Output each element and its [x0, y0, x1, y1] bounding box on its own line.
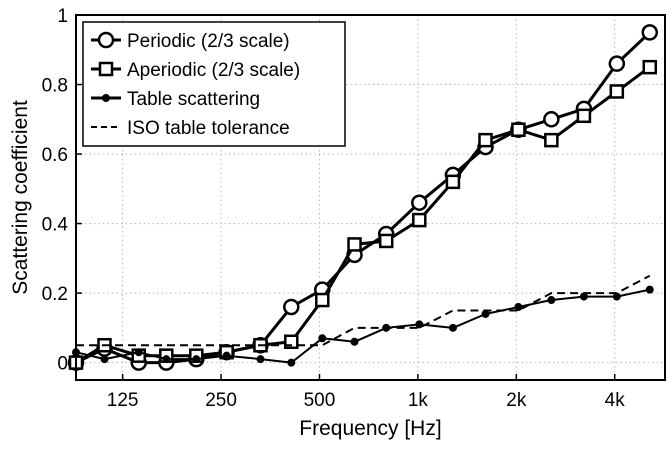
data-point	[478, 132, 493, 148]
data-point	[445, 174, 461, 190]
legend-item: Table scattering	[91, 89, 260, 110]
plot-frame	[75, 14, 666, 381]
data-point	[378, 233, 394, 249]
data-point	[448, 323, 457, 332]
legend-label: Periodic (2/3 scale)	[127, 31, 290, 52]
data-point	[162, 355, 171, 364]
data-point	[511, 122, 526, 137]
y-tick-label: 0.6	[42, 145, 68, 166]
data-point	[641, 24, 659, 41]
legend-marker	[97, 31, 115, 49]
data-point	[576, 108, 592, 124]
y-tick-label: 0.2	[42, 284, 68, 305]
data-point	[283, 298, 300, 316]
x-tick-label: 4k	[605, 390, 626, 411]
data-point	[608, 55, 626, 72]
series-line	[76, 274, 651, 347]
series-group	[67, 24, 659, 371]
x-tick-label: 500	[304, 390, 336, 411]
series-table-scattering	[72, 285, 654, 367]
legend-item: Periodic (2/3 scale)	[91, 31, 290, 52]
legend-item: Aperiodic (2/3 scale)	[91, 60, 300, 81]
data-point	[543, 111, 560, 128]
legend-item: ISO table tolerance	[91, 118, 290, 139]
y-tick-label: 0.8	[42, 76, 68, 97]
data-point	[350, 337, 359, 346]
data-point	[411, 194, 428, 211]
legend: Periodic (2/3 scale) Aperiodic (2/3 scale…	[82, 21, 346, 147]
data-point	[412, 212, 427, 228]
data-point	[347, 237, 362, 252]
data-point	[134, 348, 143, 357]
data-point	[415, 320, 424, 329]
y-tick-label: 0.4	[42, 215, 69, 236]
data-point	[100, 355, 109, 364]
data-point	[481, 309, 490, 318]
data-point	[547, 296, 556, 305]
x-tick-label: 125	[107, 390, 139, 411]
x-tick-label: 250	[205, 390, 237, 411]
data-point	[612, 292, 621, 301]
legend-marker	[98, 61, 114, 77]
y-tick-labels: 0 0.2 0.4 0.6 0.8 1	[42, 6, 69, 375]
legend-marker	[102, 94, 110, 102]
data-point	[609, 84, 625, 99]
y-tick-label: 0	[57, 354, 68, 375]
series-iso-table-tolerance	[76, 274, 651, 347]
x-tick-label: 1k	[408, 390, 429, 411]
data-point	[579, 292, 588, 301]
x-tick-label: 2k	[506, 390, 527, 411]
x-tick-labels: 125 250 500 1k 2k 4k	[107, 390, 625, 411]
data-point	[514, 303, 523, 311]
data-point	[544, 132, 559, 148]
data-point	[645, 285, 654, 294]
data-point	[287, 358, 296, 367]
legend-label: Table scattering	[127, 89, 260, 110]
data-point	[315, 292, 330, 308]
legend-label: ISO table tolerance	[127, 118, 290, 139]
legend-label: Aperiodic (2/3 scale)	[127, 60, 300, 81]
data-point	[318, 334, 327, 343]
data-point	[192, 355, 201, 364]
data-point	[222, 351, 231, 360]
data-point	[642, 59, 658, 75]
y-tick-label: 1	[57, 6, 68, 27]
y-axis-label: Scattering coefficient	[9, 100, 32, 295]
data-point	[256, 355, 265, 364]
x-axis-label: Frequency [Hz]	[299, 417, 441, 440]
legend-box	[82, 21, 346, 147]
